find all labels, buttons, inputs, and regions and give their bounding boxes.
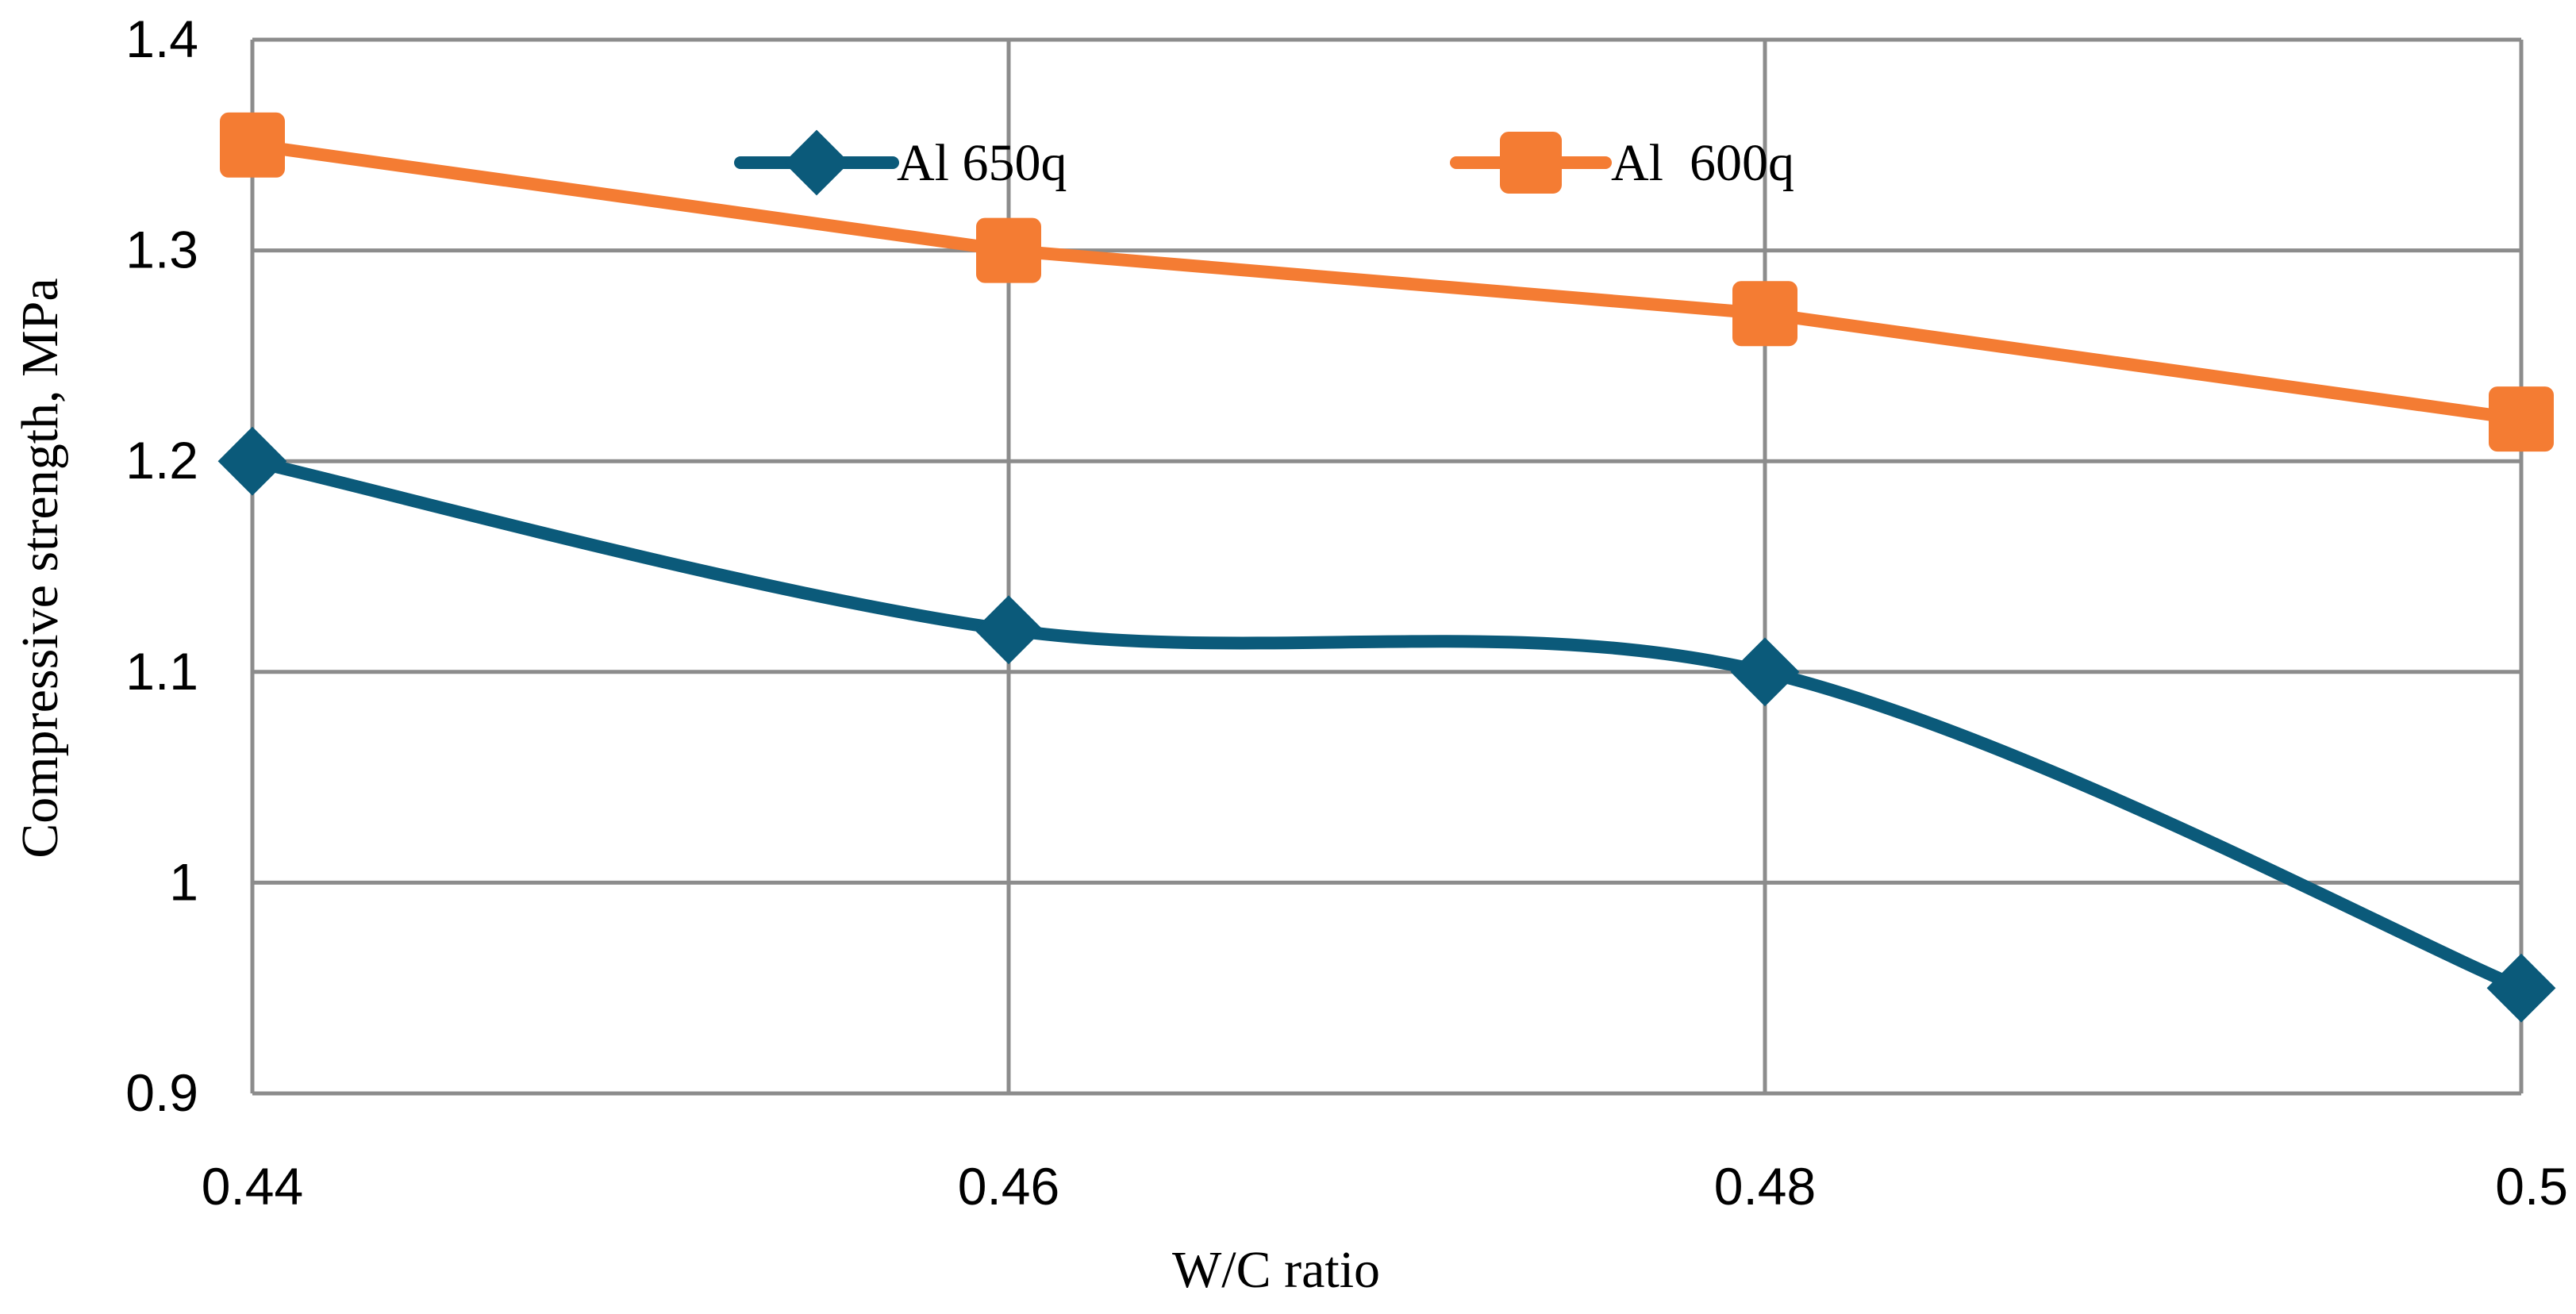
diamond-marker [974, 595, 1044, 665]
y-tick-label: 1.4 [125, 10, 198, 68]
x-tick-label: 0.48 [1714, 1157, 1816, 1216]
square-marker [976, 217, 1041, 283]
x-tick-label: 0.5 [2495, 1157, 2568, 1216]
legend: Al 650q Al 600q [734, 129, 1794, 196]
legend-item: Al 650q [734, 129, 1067, 196]
y-tick-label: 0.9 [125, 1063, 198, 1122]
series-al-600q [220, 112, 2554, 452]
legend-label: Al 600q [1611, 134, 1794, 192]
diamond-marker [217, 426, 287, 496]
gridlines [250, 37, 2524, 1096]
x-tick-label: 0.46 [958, 1157, 1059, 1216]
series-line [246, 455, 2528, 995]
square-marker [2489, 386, 2554, 452]
y-tick-label: 1.2 [125, 431, 198, 490]
series-group [217, 112, 2556, 1023]
diamond-marker [2486, 953, 2556, 1023]
series-al-650q [217, 426, 2556, 1023]
y-tick-label: 1 [169, 852, 198, 911]
diamond-marker [1730, 637, 1800, 707]
y-axis-title: Compressive strength, MPa [11, 278, 69, 858]
series-line [246, 138, 2528, 426]
legend-label: Al 650q [897, 134, 1067, 192]
y-tick-label: 1.1 [125, 642, 198, 701]
square-marker [220, 112, 285, 178]
legend-square-marker [1500, 132, 1562, 194]
x-tick-label: 0.44 [202, 1157, 303, 1216]
legend-item: Al 600q [1450, 132, 1794, 194]
tick-labels: 0.9 1 1.1 1.2 1.3 1.4 0.44 0.46 0.48 0.5 [125, 10, 2568, 1216]
legend-diamond-marker [783, 129, 850, 196]
x-axis-title: W/C ratio [1172, 1241, 1380, 1299]
square-marker [1732, 281, 1797, 347]
y-tick-label: 1.3 [125, 221, 198, 279]
